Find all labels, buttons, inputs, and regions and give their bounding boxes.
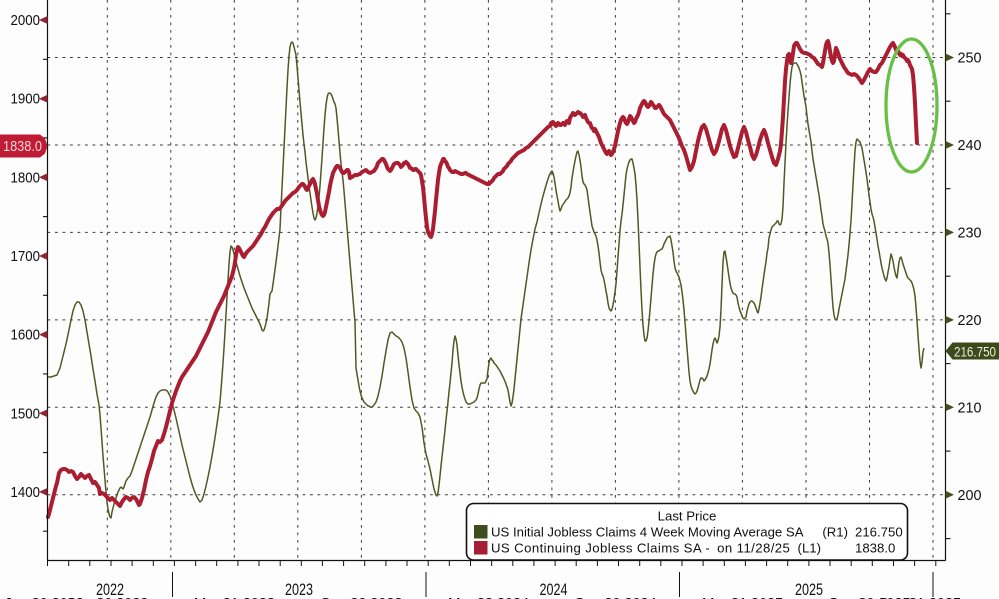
svg-text:2022: 2022 (96, 581, 124, 599)
svg-text:2023: 2023 (285, 581, 313, 599)
svg-text:200: 200 (958, 487, 982, 504)
svg-text:2025: 2025 (795, 581, 823, 599)
svg-text:Sep 29 2023: Sep 29 2023 (321, 595, 403, 599)
svg-text:Mar 31 2023: Mar 31 2023 (194, 595, 275, 599)
svg-text:Sep 30 2025: Sep 30 2025 (829, 595, 911, 599)
svg-text:1800: 1800 (11, 169, 41, 186)
svg-text:240: 240 (958, 137, 982, 154)
svg-text:250: 250 (958, 50, 982, 67)
svg-text:220: 220 (958, 312, 982, 329)
svg-text:1700: 1700 (11, 248, 41, 265)
svg-text:2000: 2000 (11, 12, 41, 29)
svg-text:US Continuing Jobless Claims S: US Continuing Jobless Claims SA - on 11/… (491, 541, 790, 556)
svg-text:(R1): (R1) (822, 525, 848, 540)
svg-text:1900: 1900 (11, 91, 41, 108)
svg-text:1400: 1400 (11, 484, 41, 501)
svg-text:Mar 31 2025: Mar 31 2025 (702, 595, 783, 599)
svg-text:US Initial Jobless Claims 4 We: US Initial Jobless Claims 4 Week Moving … (491, 525, 804, 540)
svg-text:Sep 30 2024: Sep 30 2024 (575, 595, 657, 599)
svg-text:Mar 28 2024: Mar 28 2024 (448, 595, 529, 599)
svg-text:216.750: 216.750 (954, 345, 996, 360)
svg-text:Jun 30 2022: Jun 30 2022 (4, 595, 83, 599)
svg-text:216.750: 216.750 (855, 525, 903, 540)
svg-text:1500: 1500 (11, 405, 41, 422)
svg-text:1838.0: 1838.0 (855, 541, 895, 556)
svg-text:Last Price: Last Price (658, 509, 717, 524)
svg-text:1838.0: 1838.0 (3, 138, 42, 155)
svg-text:210: 210 (958, 399, 982, 416)
svg-text:Sep 30 2022: Sep 30 2022 (66, 595, 148, 599)
svg-text:Dec 31 2025: Dec 31 2025 (879, 595, 961, 599)
svg-text:(L1): (L1) (798, 541, 821, 556)
svg-text:1600: 1600 (11, 327, 41, 344)
svg-text:230: 230 (958, 224, 982, 241)
svg-text:2024: 2024 (540, 581, 568, 599)
